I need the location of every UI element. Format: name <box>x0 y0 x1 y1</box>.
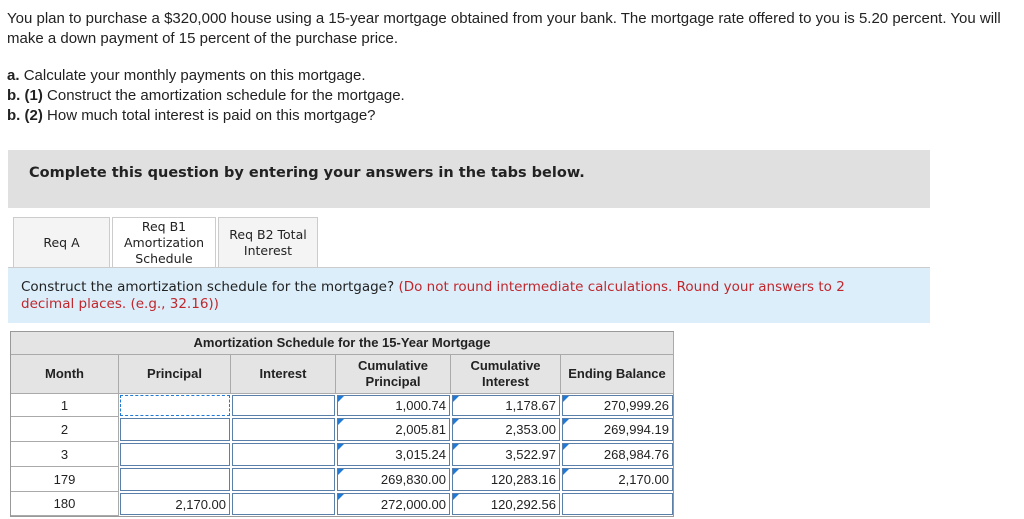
check-flag <box>338 444 344 450</box>
answer-input[interactable]: 2,170.00 <box>120 493 230 515</box>
tab-divider <box>8 267 930 268</box>
amortization-table: Amortization Schedule for the 15-Year Mo… <box>10 331 674 517</box>
column-header: Principal <box>119 355 231 394</box>
part: b. (2) How much total interest is paid o… <box>7 107 376 124</box>
answer-input[interactable] <box>120 418 230 441</box>
check-flag <box>563 396 569 402</box>
tab[interactable]: Req B1 Amortization Schedule <box>112 217 216 267</box>
problem-text: You plan to purchase a $320,000 house us… <box>7 10 1001 47</box>
month-cell: 180 <box>11 492 119 516</box>
part: a. Calculate your monthly payments on th… <box>7 67 366 84</box>
part-label: b. (2) <box>7 107 43 124</box>
answer-input[interactable] <box>232 468 335 491</box>
answer-input[interactable]: 270,999.26 <box>562 395 673 416</box>
check-flag <box>338 494 344 500</box>
banner: Complete this question by entering your … <box>8 150 930 208</box>
check-flag <box>563 444 569 450</box>
check-flag <box>453 396 459 402</box>
instruction-text: Construct the amortization schedule for … <box>21 279 395 295</box>
answer-input[interactable]: 272,000.00 <box>337 493 450 515</box>
answer-input[interactable] <box>232 443 335 466</box>
answer-input[interactable]: 3,015.24 <box>337 443 450 466</box>
check-flag <box>563 469 569 475</box>
answer-input[interactable] <box>232 395 335 416</box>
check-flag <box>453 494 459 500</box>
part-label: b. (1) <box>7 87 43 104</box>
check-flag <box>453 419 459 425</box>
answer-input[interactable]: 120,292.56 <box>452 493 560 515</box>
check-flag <box>453 469 459 475</box>
answer-input[interactable]: 2,170.00 <box>562 468 673 491</box>
answer-input[interactable] <box>120 395 230 416</box>
check-flag <box>563 419 569 425</box>
check-flag <box>338 396 344 402</box>
part-text: Construct the amortization schedule for … <box>47 87 405 104</box>
answer-input[interactable]: 1,000.74 <box>337 395 450 416</box>
column-header: Ending Balance <box>561 355 674 394</box>
tab[interactable]: Req B2 Total Interest <box>218 217 318 267</box>
check-flag <box>338 419 344 425</box>
month-cell: 2 <box>11 417 119 442</box>
part-text: How much total interest is paid on this … <box>47 107 376 124</box>
answer-input[interactable]: 268,984.76 <box>562 443 673 466</box>
month-cell: 179 <box>11 467 119 492</box>
check-flag <box>453 444 459 450</box>
answer-input[interactable]: 2,353.00 <box>452 418 560 441</box>
month-cell: 3 <box>11 442 119 467</box>
column-header: Month <box>11 355 119 394</box>
column-header: Cumulative Interest <box>451 355 561 394</box>
answer-input[interactable]: 2,005.81 <box>337 418 450 441</box>
column-header: Cumulative Principal <box>336 355 451 394</box>
answer-input[interactable]: 120,283.16 <box>452 468 560 491</box>
answer-input[interactable] <box>120 443 230 466</box>
part-text: Calculate your monthly payments on this … <box>23 67 366 84</box>
instruction-note: (Do not round intermediate calculations.… <box>21 279 845 312</box>
part-label: a. <box>7 67 20 84</box>
answer-input[interactable]: 1,178.67 <box>452 395 560 416</box>
instruction: Construct the amortization schedule for … <box>8 268 930 323</box>
answer-input[interactable] <box>562 493 673 515</box>
part: b. (1) Construct the amortization schedu… <box>7 87 405 104</box>
table-title: Amortization Schedule for the 15-Year Mo… <box>11 332 674 355</box>
answer-input[interactable] <box>120 468 230 491</box>
answer-input[interactable] <box>232 493 335 515</box>
answer-input[interactable]: 269,830.00 <box>337 468 450 491</box>
check-flag <box>338 469 344 475</box>
answer-input[interactable]: 269,994.19 <box>562 418 673 441</box>
answer-input[interactable]: 3,522.97 <box>452 443 560 466</box>
answer-input[interactable] <box>232 418 335 441</box>
month-cell: 1 <box>11 394 119 417</box>
tab[interactable]: Req A <box>13 217 110 267</box>
column-header: Interest <box>231 355 336 394</box>
